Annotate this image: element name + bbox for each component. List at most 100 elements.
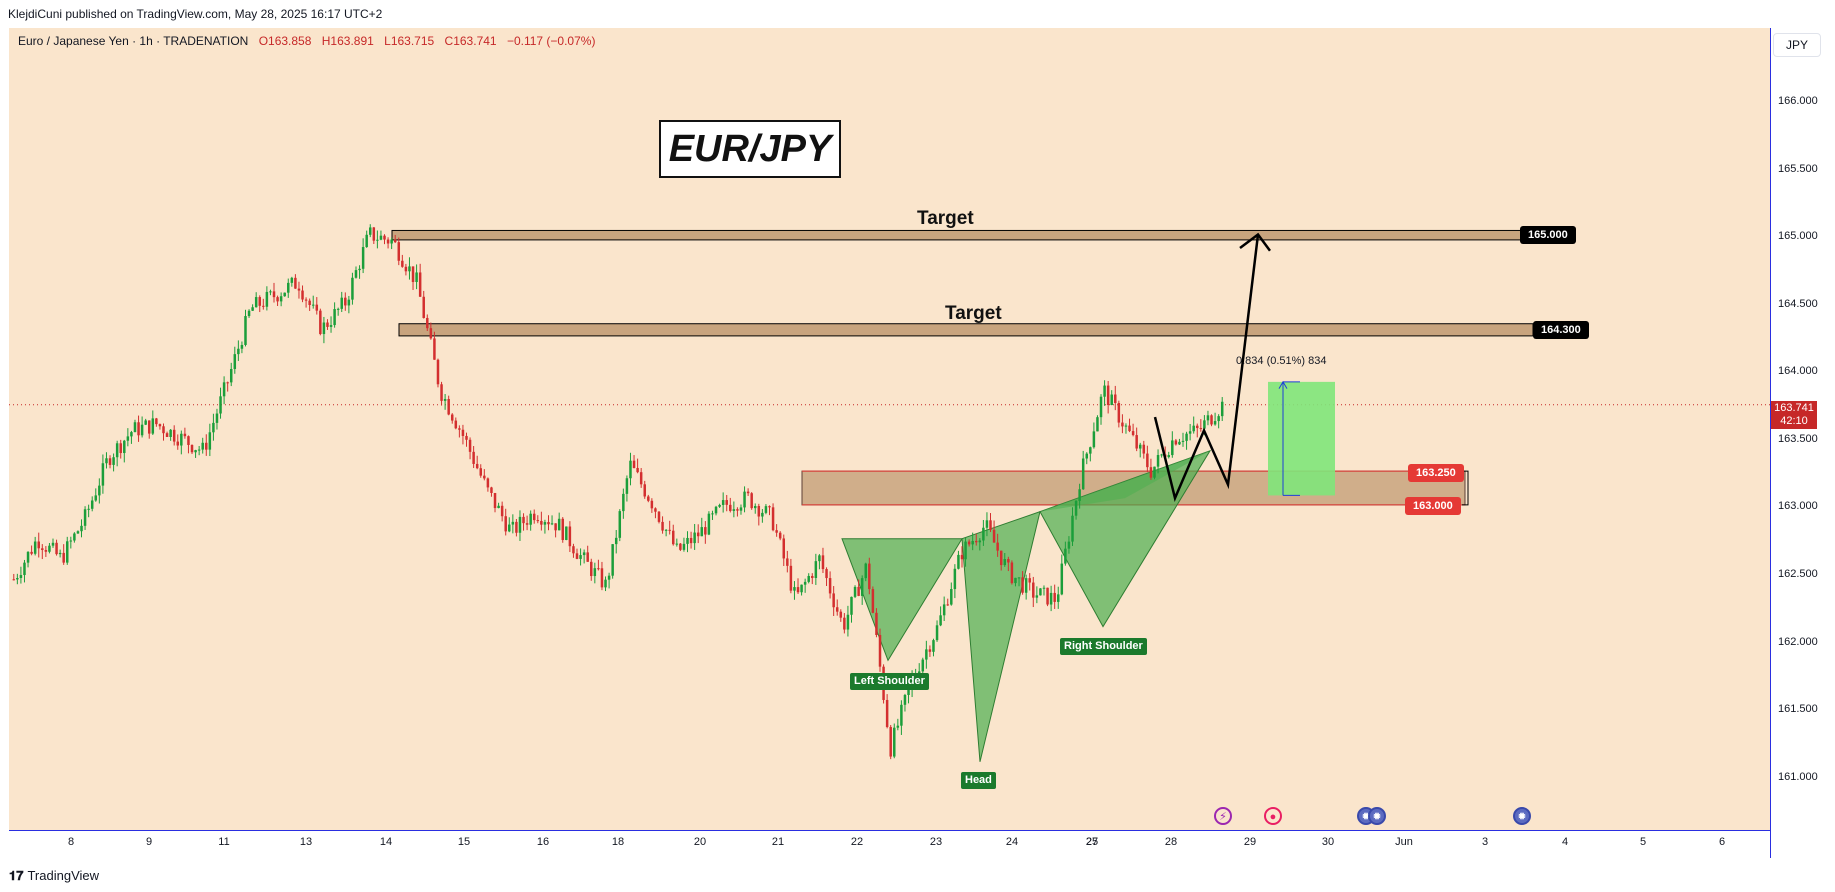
candle-body (372, 227, 376, 241)
time-axis[interactable] (9, 830, 1770, 859)
candle-body (721, 500, 725, 505)
candle-body (369, 227, 372, 235)
tradingview-logo[interactable]: 𝟏𝟕 TradingView (9, 868, 99, 884)
y-tick: 162.500 (1778, 568, 1818, 580)
symbol-legend[interactable]: Euro / Japanese Yen · 1h · TRADENATION O… (18, 34, 595, 48)
candle-body (582, 552, 586, 556)
candle-body (169, 429, 172, 437)
candle-body (964, 541, 967, 560)
candle-body (48, 545, 51, 552)
candle-body (404, 266, 408, 272)
candle-body (935, 625, 939, 641)
y-tick: 163.000 (1778, 500, 1818, 512)
candle-body (365, 234, 368, 248)
candle-body (750, 493, 753, 509)
chart-area[interactable] (9, 28, 1770, 830)
chart-title-box: EUR/JPY (659, 120, 841, 178)
candle-body (240, 344, 244, 349)
y-tick: 164.000 (1778, 365, 1818, 377)
candle-body (850, 596, 853, 615)
head-shoulders-pattern (841, 449, 1212, 762)
candle-body (793, 587, 796, 591)
candle-body (932, 640, 935, 652)
candle-body (483, 475, 486, 479)
candle-body (411, 266, 415, 283)
candle-body (753, 505, 757, 509)
candle-body (315, 304, 319, 311)
event-lightning-icon[interactable]: ⚡ (1214, 807, 1232, 825)
candle-body (543, 522, 547, 525)
tradingview-logo-icon: 𝟏𝟕 (9, 868, 24, 883)
target-label-2: Target (945, 303, 1002, 324)
candle-body (878, 634, 882, 667)
candle-body (561, 518, 564, 540)
candle-body (151, 418, 155, 434)
candle-body (390, 239, 393, 244)
candle-body (803, 581, 807, 585)
candle-body (996, 542, 999, 551)
candle-body (864, 563, 867, 579)
event-globe-icon-2[interactable]: ✹ (1368, 807, 1386, 825)
x-tick: 20 (693, 836, 707, 848)
price-axis[interactable] (1770, 28, 1835, 858)
candle-body (23, 562, 26, 576)
candle-body (201, 442, 204, 450)
candle-body (554, 523, 557, 531)
candle-body (194, 450, 197, 453)
candle-body (693, 532, 696, 544)
candle-body (1103, 385, 1106, 397)
target-zone-164300 (398, 323, 1534, 337)
candle-body (761, 512, 764, 517)
candle-body (832, 593, 835, 608)
event-record-icon[interactable]: ● (1264, 807, 1282, 825)
candle-body (98, 485, 101, 496)
candle-body (743, 491, 746, 508)
candle-body (786, 558, 789, 566)
measure-box (1268, 381, 1335, 496)
candle-body (458, 428, 461, 430)
candle-body (472, 451, 475, 464)
event-globe-icon-3[interactable]: ✹ (1513, 807, 1531, 825)
candle-body (397, 242, 401, 261)
low-value: L163.715 (384, 34, 435, 48)
candle-body (262, 305, 265, 307)
candle-body (354, 270, 358, 278)
candle-body (1131, 431, 1135, 436)
candle-body (689, 537, 693, 544)
candle-body (1039, 588, 1042, 596)
candle-body (917, 671, 921, 674)
candle-body (1074, 500, 1078, 516)
candle-body (778, 532, 782, 539)
candle-body (361, 247, 365, 269)
candle-body (265, 291, 269, 307)
candle-body (875, 612, 878, 635)
candle-body (672, 530, 675, 545)
candle-body (294, 277, 297, 289)
candle-body (344, 297, 347, 306)
x-tick: 15 (457, 836, 471, 848)
price-tag-164300: 164.300 (1533, 321, 1589, 339)
candle-body (51, 542, 55, 546)
currency-button[interactable]: JPY (1773, 33, 1821, 57)
right-shoulder-label: Right Shoulder (1060, 638, 1147, 655)
candle-body (422, 296, 425, 318)
candle-body (647, 496, 650, 501)
candle-body (1078, 489, 1081, 501)
candle-body (433, 338, 436, 360)
candle-body (379, 235, 383, 240)
candle-body (461, 429, 465, 436)
candle-body (269, 291, 272, 293)
candle-body (1028, 578, 1031, 583)
candle-body (212, 422, 215, 433)
candle-body (44, 550, 48, 552)
top-bar: KlejdiCuni published on TradingView.com,… (0, 0, 1835, 28)
candle-body (226, 382, 229, 384)
candle-body (1114, 394, 1117, 404)
candle-body (215, 413, 219, 423)
candle-body (1149, 467, 1153, 478)
candle-body (336, 308, 340, 310)
x-tick: 8 (67, 836, 75, 848)
candle-body (686, 537, 689, 544)
candle-body (853, 586, 857, 597)
